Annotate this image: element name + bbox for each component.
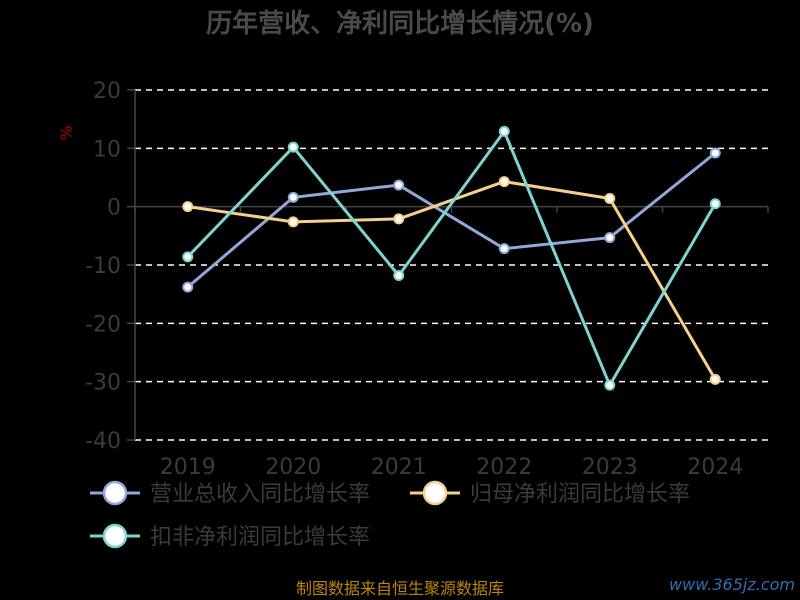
chart-title: 历年营收、净利同比增长情况(%) xyxy=(206,8,594,39)
series-line xyxy=(186,151,717,289)
data-point[interactable] xyxy=(709,147,721,159)
x-axis-ticks: 2019 2020 2021 2022 2023 2024 xyxy=(160,455,744,480)
data-point[interactable] xyxy=(182,251,194,263)
data-point[interactable] xyxy=(709,198,721,210)
y-tick-label: -30 xyxy=(85,371,121,396)
x-tick-label: 2020 xyxy=(265,455,321,480)
legend-item[interactable]: 营业总收入同比增长率 xyxy=(90,480,370,507)
data-point[interactable] xyxy=(604,379,616,391)
data-point[interactable] xyxy=(393,179,405,191)
grid-layer xyxy=(127,89,769,441)
data-point[interactable] xyxy=(287,216,299,228)
watermark-text: www.365jz.com xyxy=(669,575,795,594)
x-tick-label: 2024 xyxy=(687,455,743,480)
y-tick-label: 0 xyxy=(107,196,121,221)
data-source-note: 制图数据来自恒生聚源数据库 xyxy=(296,579,504,598)
legend-label: 归母净利润同比增长率 xyxy=(470,482,690,507)
y-tick-label: 10 xyxy=(93,137,121,162)
legend-label: 营业总收入同比增长率 xyxy=(150,482,370,507)
data-point[interactable] xyxy=(287,141,299,153)
data-point[interactable] xyxy=(498,125,510,137)
data-point[interactable] xyxy=(498,243,510,255)
y-axis-ticks: 20 10 0 -10 -20 -30 -40 xyxy=(85,79,121,454)
x-tick-label: 2019 xyxy=(160,455,216,480)
data-point[interactable] xyxy=(182,201,194,213)
data-point[interactable] xyxy=(709,373,721,385)
legend-marker xyxy=(102,523,128,549)
legend-label: 扣非净利润同比增长率 xyxy=(150,525,370,550)
series-layer xyxy=(182,125,721,391)
y-tick-label: -20 xyxy=(85,312,121,337)
x-tick-label: 2023 xyxy=(582,455,638,480)
series-line xyxy=(187,180,717,381)
data-point[interactable] xyxy=(498,176,510,188)
data-point[interactable] xyxy=(287,191,299,203)
legend-marker xyxy=(422,480,448,506)
legend-item[interactable]: 归母净利润同比增长率 xyxy=(410,480,690,507)
data-point[interactable] xyxy=(604,232,616,244)
data-point[interactable] xyxy=(393,213,405,225)
y-tick-label: -10 xyxy=(85,254,121,279)
legend-item[interactable]: 扣非净利润同比增长率 xyxy=(90,523,370,550)
data-point[interactable] xyxy=(393,270,405,281)
series-1 xyxy=(182,147,721,293)
series-2 xyxy=(182,176,721,385)
x-tick-label: 2021 xyxy=(371,455,427,480)
y-tick-label: 20 xyxy=(93,79,121,104)
data-point[interactable] xyxy=(182,281,194,293)
x-tick-label: 2022 xyxy=(476,455,532,480)
series-3 xyxy=(182,125,721,391)
y-tick-label: -40 xyxy=(85,429,121,454)
y-axis-unit-label: % xyxy=(57,125,76,140)
series-line xyxy=(186,129,717,387)
legend-marker xyxy=(102,480,128,506)
data-point[interactable] xyxy=(604,193,616,204)
